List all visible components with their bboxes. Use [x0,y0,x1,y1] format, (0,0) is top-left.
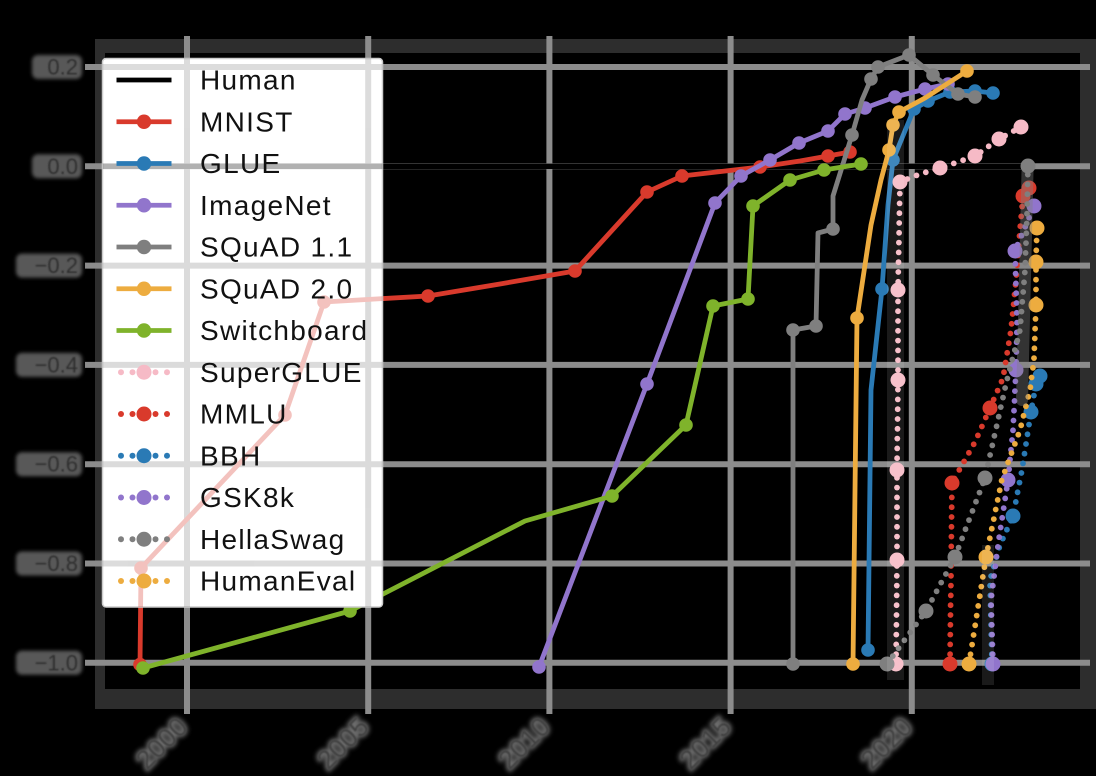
svg-text:−0.6: −0.6 [35,452,78,477]
svg-text:−1.0: −1.0 [35,650,78,675]
svg-text:SuperGLUE: SuperGLUE [200,357,363,388]
svg-text:SQuAD 1.1: SQuAD 1.1 [200,232,353,263]
svg-text:GLUE: GLUE [200,148,281,179]
svg-text:0.2: 0.2 [47,55,78,80]
svg-text:MMLU: MMLU [200,399,288,430]
svg-text:ImageNet: ImageNet [200,190,332,221]
svg-text:−0.2: −0.2 [35,253,78,278]
svg-text:BBH: BBH [200,440,261,471]
svg-text:Switchboard: Switchboard [200,315,368,346]
svg-text:HumanEval: HumanEval [200,566,356,597]
svg-text:−0.4: −0.4 [35,352,78,377]
svg-text:GSK8k: GSK8k [200,482,295,513]
svg-text:MNIST: MNIST [200,106,294,137]
svg-text:0.0: 0.0 [47,154,78,179]
svg-text:HellaSwag: HellaSwag [200,524,346,555]
svg-text:Human: Human [200,65,297,96]
svg-text:SQuAD 2.0: SQuAD 2.0 [200,273,353,304]
svg-text:−0.8: −0.8 [35,551,78,576]
